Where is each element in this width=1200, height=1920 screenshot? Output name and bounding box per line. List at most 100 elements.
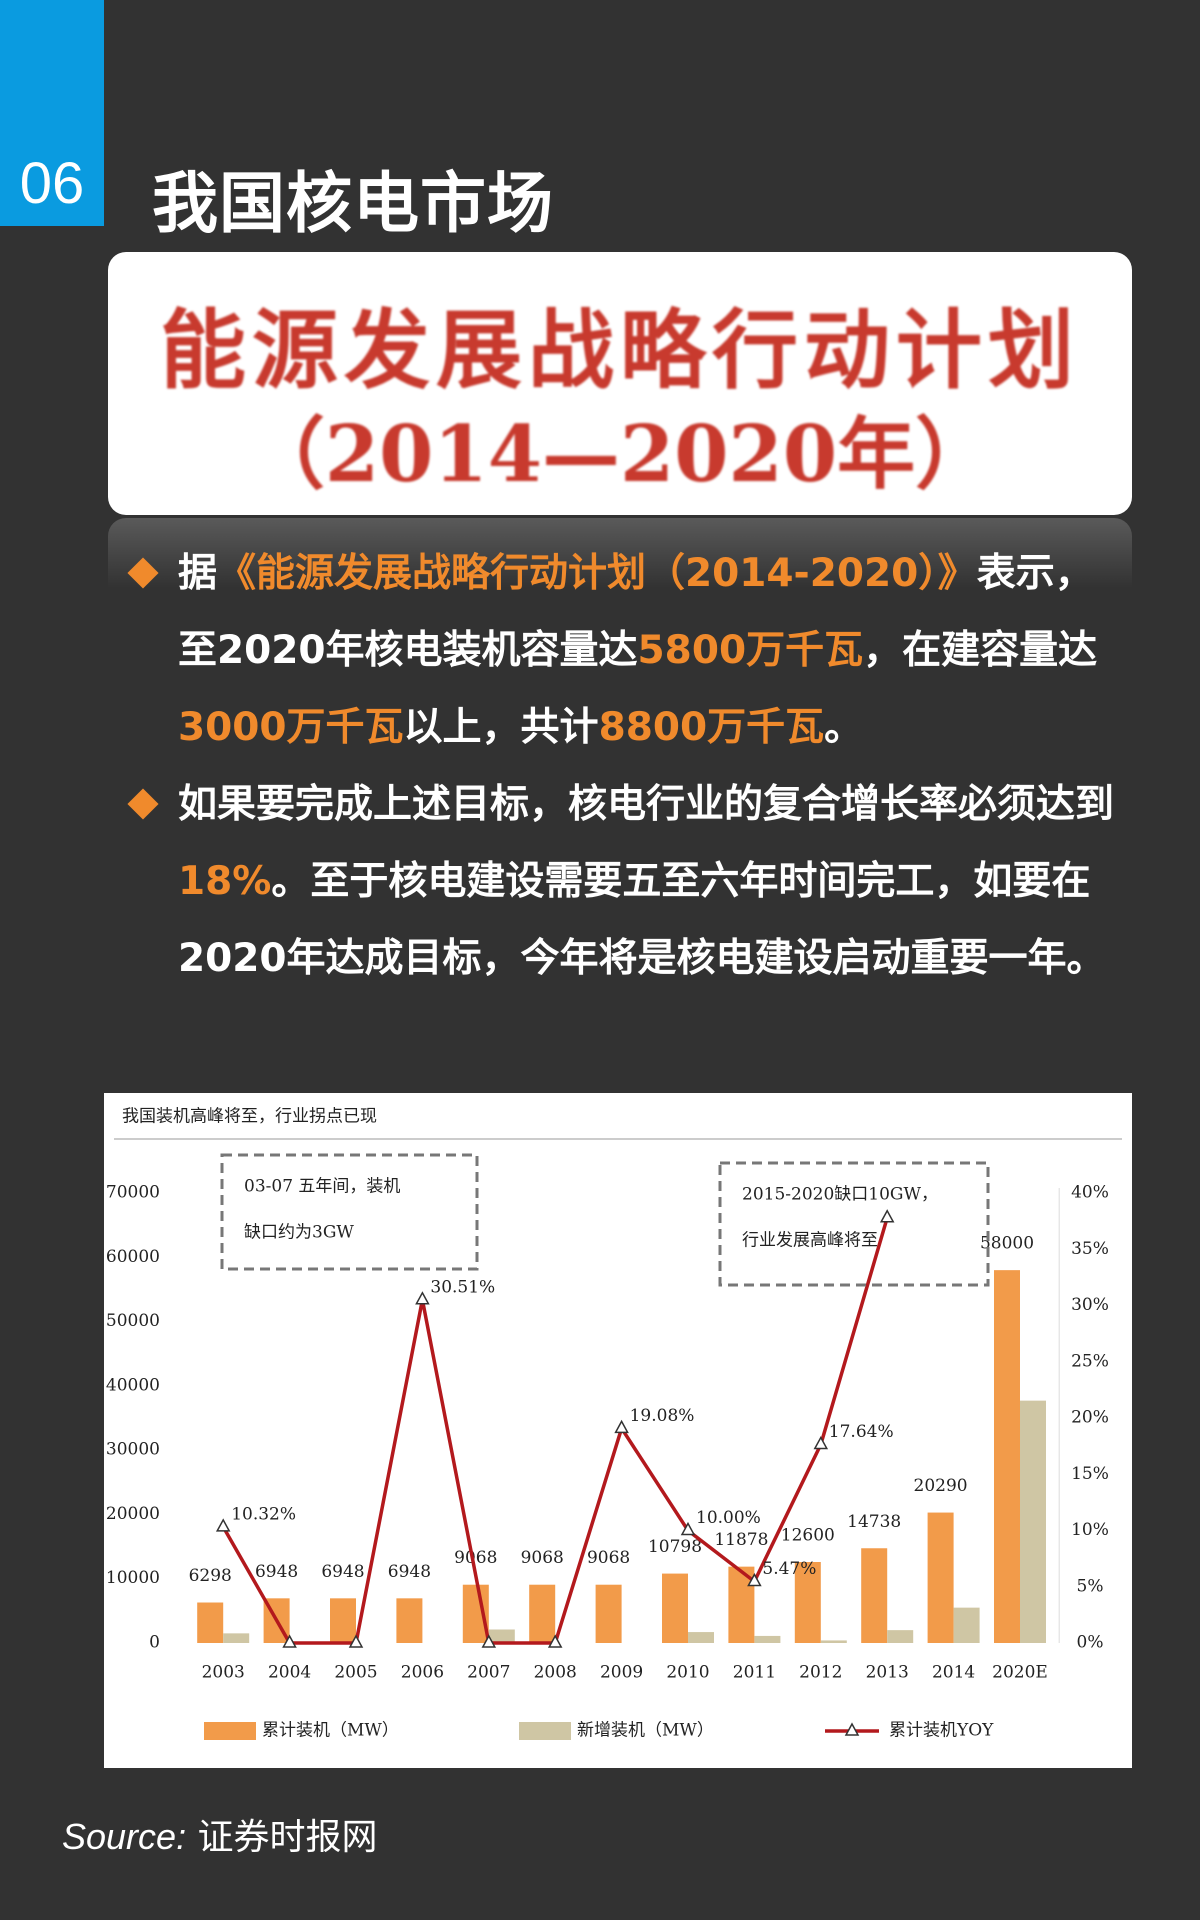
bar (330, 1598, 356, 1643)
bar (994, 1270, 1020, 1643)
value-label: 30.51% (430, 1277, 495, 1297)
x-tick-label: 2005 (334, 1663, 377, 1683)
banner: 能源发展战略行动计划 （2014—2020年） (108, 252, 1132, 515)
section-number: 06 (19, 151, 85, 216)
bar (488, 1629, 515, 1643)
y2-tick-label: 10% (1071, 1520, 1109, 1540)
x-tick-label: 2020E (992, 1663, 1048, 1683)
highlight-text: 18% (178, 859, 272, 904)
y-tick-label: 70000 (106, 1183, 160, 1203)
x-tick-label: 2009 (600, 1663, 643, 1683)
marker (282, 1634, 297, 1648)
value-label: 6948 (255, 1562, 298, 1582)
y2-tick-label: 20% (1071, 1408, 1109, 1428)
marker (747, 1572, 762, 1587)
y-tick-label: 60000 (106, 1247, 160, 1267)
chart-panel: 我国装机高峰将至，行业拐点已现 0 10000 20000 30000 40000 5000… (104, 1093, 1132, 1768)
legend-marker (844, 1722, 860, 1736)
bullet-text: ，在建容量达 (863, 628, 1098, 673)
x-tick-label: 2014 (932, 1663, 975, 1683)
banner-line: （2014—2020年） (246, 409, 994, 500)
value-label: 14738 (847, 1512, 901, 1532)
annotation-text: 缺口约为3GW (244, 1223, 354, 1243)
bar (794, 1562, 821, 1643)
x-tick-label: 2011 (733, 1663, 776, 1683)
bullet-text: 以上，共计 (403, 705, 599, 750)
bullet-text: 。至于核电建设需要五至六年时间完工，如要在2020年达成目标，今年将是核电建设启… (178, 859, 1106, 981)
source-label: Source: (62, 1816, 187, 1857)
value-label: 10798 (648, 1537, 702, 1557)
highlight-text: 3000万千瓦 (178, 705, 404, 750)
bar (662, 1573, 688, 1643)
chart-title: 我国装机高峰将至，行业拐点已现 (122, 1107, 377, 1127)
marker (415, 1291, 430, 1305)
bullet-text: 表示，至2020年核电装机容量达 (178, 551, 1094, 673)
x-tick-label: 2003 (202, 1663, 245, 1683)
marker (813, 1435, 829, 1450)
value-label: 20290 (914, 1476, 968, 1496)
source: Source: 证券时报网 (62, 1808, 378, 1860)
annotation-text: 行业发展高峰将至 (742, 1231, 878, 1251)
bar (223, 1633, 250, 1643)
source-text: 证券时报网 (197, 1817, 378, 1858)
value-label: 9068 (454, 1548, 497, 1568)
y2-tick-label: 25% (1071, 1351, 1109, 1371)
y-tick-label: 0 (149, 1633, 160, 1653)
annotation-box (220, 1153, 479, 1271)
page-title: 我国核电市场 (152, 165, 554, 242)
legend-swatch (204, 1722, 256, 1740)
bar (861, 1548, 888, 1643)
bar (529, 1584, 556, 1643)
y-tick-label: 20000 (106, 1504, 160, 1524)
value-label: 17.64% (829, 1422, 894, 1442)
x-tick-label: 2012 (799, 1663, 842, 1683)
value-label: 12600 (781, 1526, 835, 1546)
bar (396, 1598, 423, 1643)
value-label: 9068 (521, 1548, 564, 1568)
x-tick-label: 2006 (401, 1663, 444, 1683)
bullet: 据《能源发展战略行动计划（2014-2020）》表示，至2020年核电装机容量达… (120, 535, 1120, 766)
y2-tick-label: 30% (1071, 1295, 1109, 1315)
marker (481, 1634, 497, 1648)
section-badge (0, 0, 104, 226)
bar (820, 1640, 847, 1643)
bullet-text: 如果要完成上述目标，核电行业的复合增长率必须达到 (178, 782, 1115, 827)
marker (879, 1209, 895, 1223)
value-label: 6298 (189, 1566, 232, 1586)
bullet-text: 。 (824, 705, 864, 750)
bar (927, 1512, 954, 1643)
annotation-text: 03-07 五年间，装机 (244, 1177, 400, 1197)
bullet-list: 据《能源发展战略行动计划（2014-2020）》表示，至2020年核电装机容量达… (120, 535, 1120, 997)
value-label: 19.08% (630, 1406, 695, 1426)
x-tick-label: 2007 (467, 1663, 510, 1683)
y2-tick-label: 40% (1071, 1183, 1109, 1203)
x-tick-label: 2008 (534, 1663, 577, 1683)
bar (754, 1635, 781, 1643)
highlight-text: 5800万千瓦 (637, 628, 864, 673)
bullet: 如果要完成上述目标，核电行业的复合增长率必须达到 18%。至于核电建设需要五至六年… (120, 766, 1120, 997)
annotation-box (718, 1161, 990, 1287)
y2-tick-label: 0% (1077, 1633, 1104, 1653)
x-tick-label: 2013 (866, 1663, 909, 1683)
y2-tick-label: 5% (1077, 1576, 1104, 1596)
x-tick-label: 2004 (268, 1663, 311, 1683)
value-label: 6948 (388, 1562, 431, 1582)
banner-line: 能源发展战略行动计划 (160, 300, 1080, 401)
y2-tick-label: 35% (1071, 1239, 1109, 1259)
highlight-text: 8800万千瓦 (598, 705, 825, 750)
legend-label: 累计装机YOY (889, 1721, 994, 1741)
value-label: 10.32% (231, 1504, 296, 1524)
marker (614, 1419, 629, 1434)
annotation-text: 2015-2020缺口10GW， (742, 1185, 938, 1205)
bar (595, 1584, 622, 1643)
bar (688, 1632, 714, 1643)
legend-label: 新增装机（MW） (577, 1721, 714, 1741)
y-tick-label: 50000 (106, 1311, 160, 1331)
value-label: 6948 (321, 1562, 364, 1582)
bullet-text: 据 (178, 551, 218, 596)
bar (1020, 1400, 1046, 1643)
chart: 我国装机高峰将至，行业拐点已现 0 10000 20000 30000 40000 5000… (106, 1107, 1122, 1741)
value-label: 58000 (980, 1234, 1034, 1254)
marker (215, 1518, 231, 1532)
